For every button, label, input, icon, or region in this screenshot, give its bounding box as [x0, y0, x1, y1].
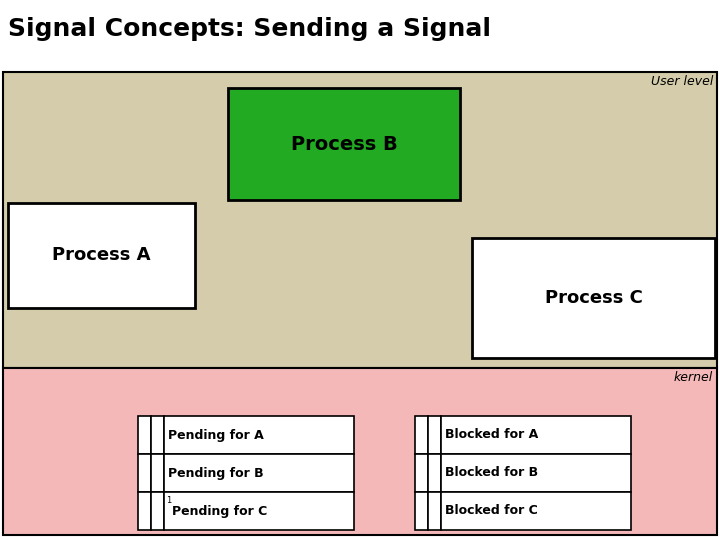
Text: User level: User level: [651, 75, 713, 88]
Bar: [441, 454, 631, 492]
Bar: [415, 492, 428, 530]
Bar: [415, 416, 428, 454]
Bar: [428, 454, 441, 492]
Bar: [151, 416, 164, 454]
Bar: [164, 416, 354, 454]
Bar: [472, 238, 715, 358]
Bar: [138, 454, 151, 492]
Bar: [138, 492, 151, 530]
Bar: [8, 203, 195, 308]
Text: Process B: Process B: [291, 134, 397, 153]
Bar: [3, 368, 717, 535]
Bar: [415, 454, 428, 492]
Bar: [3, 72, 717, 368]
Bar: [138, 416, 151, 454]
Text: Pending for C: Pending for C: [172, 504, 267, 517]
Text: Pending for A: Pending for A: [168, 429, 264, 442]
Text: 1: 1: [166, 496, 171, 505]
Bar: [164, 454, 354, 492]
Text: Blocked for B: Blocked for B: [445, 467, 538, 480]
Text: Process C: Process C: [544, 289, 642, 307]
Text: Signal Concepts: Sending a Signal: Signal Concepts: Sending a Signal: [8, 17, 491, 41]
Text: Blocked for A: Blocked for A: [445, 429, 539, 442]
Bar: [164, 492, 354, 530]
Text: Process A: Process A: [53, 246, 150, 265]
Bar: [441, 416, 631, 454]
Bar: [151, 492, 164, 530]
Text: Blocked for C: Blocked for C: [445, 504, 538, 517]
Bar: [228, 88, 460, 200]
Bar: [428, 492, 441, 530]
Bar: [441, 492, 631, 530]
Text: Pending for B: Pending for B: [168, 467, 264, 480]
Bar: [428, 416, 441, 454]
Text: kernel: kernel: [674, 371, 713, 384]
Bar: [151, 454, 164, 492]
